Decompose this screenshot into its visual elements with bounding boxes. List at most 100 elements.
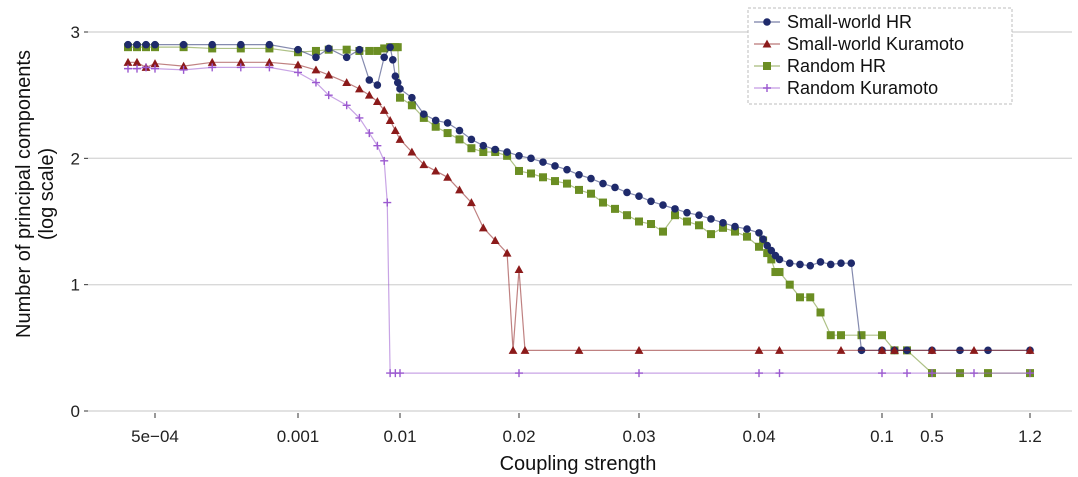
- data-point: [455, 135, 464, 144]
- data-point: [515, 369, 523, 378]
- legend-label: Small-world Kuramoto: [787, 34, 964, 54]
- data-point: [763, 241, 771, 250]
- data-point: [806, 261, 815, 270]
- data-point: [389, 55, 397, 64]
- data-point: [294, 68, 302, 77]
- y-axis: 0 1 2 3: [71, 23, 88, 421]
- data-point: [634, 345, 644, 354]
- data-point: [208, 40, 216, 49]
- data-point: [635, 369, 643, 378]
- data-point: [395, 134, 405, 143]
- data-point: [623, 211, 631, 220]
- data-point: [386, 43, 394, 51]
- data-point: [467, 135, 476, 144]
- data-point: [364, 90, 374, 99]
- data-point: [695, 221, 703, 230]
- data-point: [365, 46, 374, 55]
- data-point: [142, 40, 150, 49]
- data-point: [796, 293, 804, 302]
- legend-swatch-marker: [763, 84, 771, 92]
- data-point: [539, 158, 547, 166]
- data-point: [514, 265, 524, 274]
- data-point: [575, 185, 583, 194]
- legend-swatch-marker: [763, 18, 771, 26]
- data-point: [575, 170, 583, 179]
- data-point: [491, 145, 500, 154]
- data-point: [385, 116, 395, 124]
- data-point: [124, 40, 132, 49]
- legend-entry: Random Kuramoto: [754, 78, 938, 98]
- data-point: [515, 152, 523, 160]
- data-point: [133, 40, 141, 49]
- data-point: [467, 144, 476, 153]
- data-point: [563, 165, 571, 174]
- legend-frame: [747, 7, 1013, 105]
- data-point: [478, 223, 488, 232]
- data-point: [419, 160, 429, 169]
- data-point: [527, 169, 535, 178]
- data-point: [847, 259, 856, 267]
- y-tick-label: 1: [71, 276, 80, 295]
- data-point: [132, 57, 142, 66]
- data-point: [731, 227, 739, 236]
- data-point: [683, 208, 691, 217]
- data-point: [443, 129, 452, 138]
- data-point: [355, 113, 364, 122]
- series-line: [128, 66, 1030, 374]
- data-point: [151, 40, 159, 49]
- x-tick-label: 0.01: [383, 427, 416, 446]
- data-point: [826, 260, 835, 269]
- y-tick-label: 3: [71, 23, 80, 42]
- data-point: [563, 179, 571, 188]
- data-point: [420, 110, 428, 118]
- data-point: [743, 232, 751, 241]
- data-point: [479, 148, 488, 157]
- data-point: [311, 78, 320, 87]
- x-axis-title: Coupling strength: [500, 453, 657, 475]
- data-point: [123, 57, 133, 66]
- data-point: [763, 249, 772, 258]
- data-point: [707, 230, 715, 239]
- x-tick-label: 1.2: [1018, 427, 1042, 446]
- data-point: [731, 222, 739, 231]
- data-point: [1025, 345, 1035, 354]
- data-point: [611, 183, 619, 192]
- data-point: [265, 63, 274, 72]
- data-point: [877, 345, 887, 354]
- data-point: [373, 46, 382, 55]
- data-point: [587, 174, 595, 183]
- data-point: [775, 345, 784, 354]
- data-point: [695, 211, 703, 219]
- data-point: [150, 59, 160, 68]
- data-point: [515, 166, 523, 175]
- data-point: [236, 57, 246, 66]
- x-tick-label: 0.03: [622, 427, 655, 446]
- data-point: [151, 64, 159, 73]
- data-point: [599, 179, 607, 188]
- data-point: [969, 345, 979, 354]
- x-tick-label: 5e−04: [131, 427, 179, 446]
- data-point: [816, 258, 825, 266]
- legend-swatch-marker: [763, 62, 771, 70]
- data-point: [970, 369, 978, 378]
- data-point: [265, 57, 274, 66]
- data-point: [551, 177, 559, 186]
- data-point: [743, 225, 751, 233]
- series-layer: [123, 40, 1035, 378]
- data-point: [383, 198, 392, 207]
- y-axis-title-line-2: (log scale): [36, 148, 58, 240]
- data-point: [431, 166, 441, 175]
- data-point: [443, 172, 452, 181]
- data-point: [857, 331, 866, 340]
- data-point: [611, 204, 619, 213]
- data-point: [767, 255, 776, 264]
- data-point: [1026, 369, 1034, 378]
- data-point: [903, 369, 911, 378]
- data-point: [431, 122, 440, 131]
- data-point: [324, 70, 334, 79]
- y-tick-label: 0: [71, 402, 80, 421]
- data-point: [393, 43, 402, 52]
- x-tick-label: 0.04: [742, 427, 775, 446]
- data-point: [324, 91, 333, 100]
